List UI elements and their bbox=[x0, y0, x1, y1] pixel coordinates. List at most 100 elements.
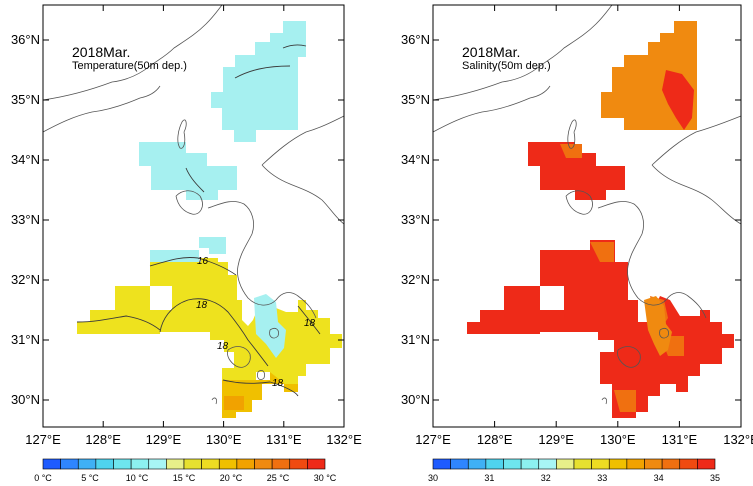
y-tick-label: 35°N bbox=[11, 92, 40, 107]
salinity-field-bay bbox=[644, 296, 672, 356]
x-tick-label: 132°E bbox=[326, 432, 362, 447]
y-tick-label: 30°N bbox=[401, 392, 430, 407]
y-tick-label: 36°N bbox=[401, 32, 430, 47]
panel-title: 2018Mar. bbox=[72, 44, 130, 60]
y-tick-label: 33°N bbox=[401, 212, 430, 227]
panel-subtitle: Salinity(50m dep.) bbox=[462, 60, 551, 72]
y-tick-label: 34°N bbox=[401, 152, 430, 167]
temperature-field-yellow bbox=[77, 258, 342, 396]
colorbar-swatch bbox=[236, 458, 255, 470]
colorbar-swatch bbox=[608, 458, 628, 470]
colorbar-swatch bbox=[485, 458, 504, 470]
colorbar-label: 31 bbox=[484, 473, 494, 483]
y-tick-label: 32°N bbox=[11, 272, 40, 287]
coastline-right bbox=[432, 4, 742, 405]
x-tick-label: 129°E bbox=[146, 432, 182, 447]
temperature-contours bbox=[76, 44, 321, 397]
salinity-field-orange-patches bbox=[560, 144, 684, 412]
x-tick-label: 132°E bbox=[723, 432, 753, 447]
contour-label: 16 bbox=[197, 256, 209, 267]
colorbar-label: 10 °C bbox=[126, 473, 149, 483]
colorbar-label: 15 °C bbox=[173, 473, 196, 483]
salinity-colorbar: 30 31 32 33 34 35 bbox=[428, 458, 720, 483]
x-tick-label: 129°E bbox=[538, 432, 574, 447]
colorbar-swatch bbox=[254, 458, 273, 470]
colorbar-swatch bbox=[289, 458, 308, 470]
y-tick-label: 32°N bbox=[401, 272, 430, 287]
y-tick-label: 31°N bbox=[11, 332, 40, 347]
colorbar-swatch bbox=[556, 458, 575, 470]
y-tick-label: 36°N bbox=[11, 32, 40, 47]
colorbar-swatch bbox=[520, 458, 540, 470]
x-tick-label: 128°E bbox=[85, 432, 121, 447]
temperature-colorbar: 0 °C 5 °C 10 °C 15 °C 20 °C 25 °C 30 °C bbox=[34, 458, 337, 483]
colorbar-swatch bbox=[697, 458, 716, 470]
temperature-panel: 127°E 128°E 129°E 130°E 131°E 132°E 30°N 31°N 32… bbox=[11, 4, 362, 483]
contour-label: 18 bbox=[272, 378, 284, 389]
colorbar-swatch bbox=[538, 458, 557, 470]
colorbar-label: 30 °C bbox=[314, 473, 337, 483]
colorbar-swatch bbox=[218, 458, 238, 470]
colorbar-swatch bbox=[113, 458, 132, 470]
colorbar-swatch bbox=[60, 458, 79, 470]
colorbar-label: 32 bbox=[541, 473, 551, 483]
x-tick-label: 128°E bbox=[477, 432, 513, 447]
colorbar-swatch bbox=[95, 458, 114, 470]
x-tick-label: 127°E bbox=[25, 432, 61, 447]
colorbar-swatch bbox=[77, 458, 97, 470]
colorbar-label: 35 bbox=[710, 473, 720, 483]
y-tick-label: 30°N bbox=[11, 392, 40, 407]
colorbar-swatch bbox=[467, 458, 487, 470]
contour-label: 18 bbox=[217, 341, 229, 352]
temperature-field-warm bbox=[222, 372, 298, 418]
colorbar-swatch bbox=[661, 458, 681, 470]
y-tick-label: 34°N bbox=[11, 152, 40, 167]
colorbar-label: 30 bbox=[428, 473, 438, 483]
y-tick-label: 31°N bbox=[401, 332, 430, 347]
temperature-field-cyan bbox=[139, 21, 306, 262]
panel-title: 2018Mar. bbox=[462, 44, 520, 60]
axis-ticks: 127°E 128°E 129°E 130°E 131°E 132°E 30°N 31°N 32… bbox=[11, 5, 362, 447]
colorbar-swatch bbox=[130, 458, 150, 470]
colorbar-swatch bbox=[644, 458, 663, 470]
colorbar-label: 20 °C bbox=[220, 473, 243, 483]
colorbar-swatch bbox=[432, 458, 451, 470]
colorbar-swatch bbox=[271, 458, 291, 470]
colorbar-swatch bbox=[450, 458, 469, 470]
colorbar-swatch bbox=[591, 458, 610, 470]
y-tick-label: 33°N bbox=[11, 212, 40, 227]
map-frame bbox=[42, 4, 345, 428]
colorbar-swatch bbox=[166, 458, 185, 470]
colorbar-label: 5 °C bbox=[81, 473, 99, 483]
map-frame bbox=[432, 4, 742, 428]
colorbar-swatch bbox=[148, 458, 167, 470]
x-tick-label: 130°E bbox=[206, 432, 242, 447]
colorbar-swatch bbox=[42, 458, 61, 470]
axis-ticks: 127°E 128°E 129°E 130°E 131°E 132°E 30°N 31°N 32… bbox=[401, 5, 753, 447]
colorbar-swatch bbox=[183, 458, 202, 470]
colorbar-swatch bbox=[679, 458, 698, 470]
x-tick-label: 131°E bbox=[266, 432, 302, 447]
x-tick-label: 130°E bbox=[600, 432, 636, 447]
panel-subtitle: Temperature(50m dep.) bbox=[72, 60, 187, 72]
contour-labels: 16 18 18 18 18 bbox=[196, 256, 316, 389]
contour-label: 18 bbox=[304, 318, 316, 329]
colorbar-label: 34 bbox=[654, 473, 664, 483]
x-tick-label: 131°E bbox=[662, 432, 698, 447]
contour-label: 18 bbox=[196, 300, 208, 311]
temperature-field-bay bbox=[254, 294, 286, 358]
x-tick-label: 127°E bbox=[415, 432, 451, 447]
colorbar-label: 33 bbox=[597, 473, 607, 483]
colorbar-swatch bbox=[573, 458, 592, 470]
colorbar-label: 0 °C bbox=[34, 473, 52, 483]
colorbar-swatch bbox=[626, 458, 645, 470]
colorbar-swatch bbox=[503, 458, 522, 470]
colorbar-swatch bbox=[201, 458, 220, 470]
colorbar-label: 25 °C bbox=[267, 473, 290, 483]
salinity-panel: 127°E 128°E 129°E 130°E 131°E 132°E 30°N 31°N 32… bbox=[401, 4, 753, 483]
salinity-field-red bbox=[467, 70, 734, 418]
coastline-left bbox=[42, 4, 345, 405]
colorbar-swatch bbox=[307, 458, 326, 470]
y-tick-label: 35°N bbox=[401, 92, 430, 107]
